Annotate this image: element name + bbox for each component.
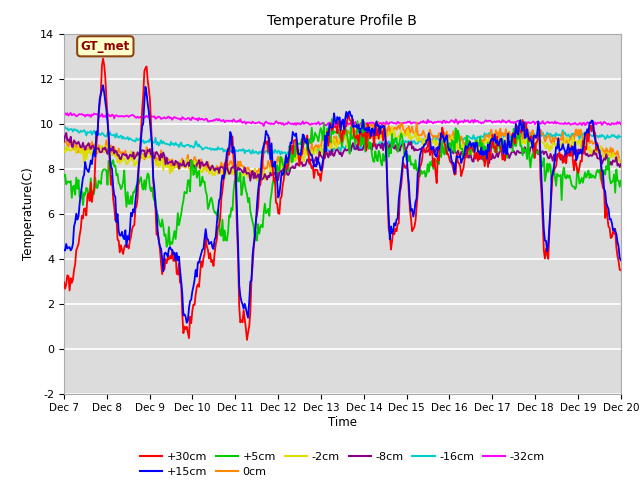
Title: Temperature Profile B: Temperature Profile B xyxy=(268,14,417,28)
Y-axis label: Temperature(C): Temperature(C) xyxy=(22,167,35,260)
Text: GT_met: GT_met xyxy=(81,40,130,53)
Legend: +30cm, +15cm, +5cm, 0cm, -2cm, -8cm, -16cm, -32cm: +30cm, +15cm, +5cm, 0cm, -2cm, -8cm, -16… xyxy=(136,447,549,480)
X-axis label: Time: Time xyxy=(328,416,357,429)
